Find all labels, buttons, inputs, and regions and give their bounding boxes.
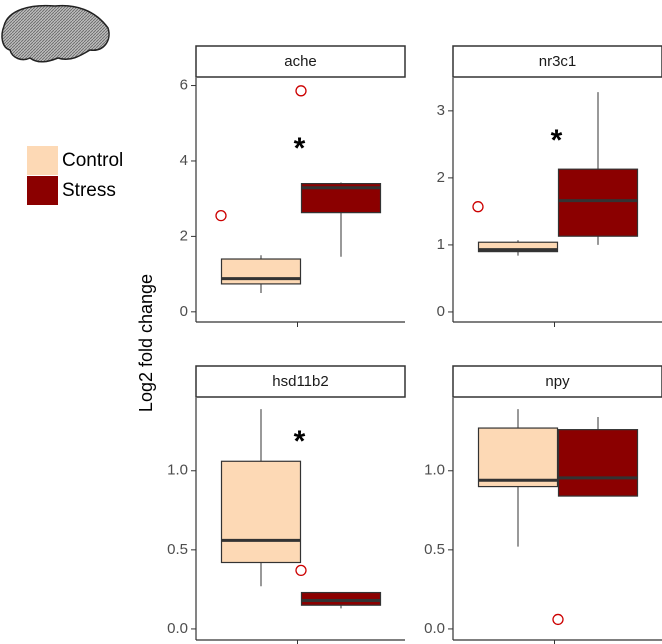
y-axis-label: Log2 fold change bbox=[136, 274, 156, 412]
y-tick-label: 1.0 bbox=[424, 462, 445, 479]
y-tick-label: 3 bbox=[437, 102, 445, 119]
strip bbox=[195, 365, 406, 398]
outlier bbox=[295, 85, 307, 97]
legend: Control Stress bbox=[27, 146, 123, 205]
y-tick-label: 6 bbox=[180, 77, 188, 94]
strip bbox=[195, 45, 406, 78]
box bbox=[557, 168, 639, 237]
legend-swatch bbox=[27, 146, 58, 175]
outlier bbox=[552, 613, 564, 626]
outlier bbox=[295, 564, 307, 577]
legend-label: Stress bbox=[62, 180, 116, 201]
strip bbox=[452, 365, 662, 398]
y-tick-label: 0.0 bbox=[424, 620, 445, 637]
panel-title: ache bbox=[284, 53, 317, 70]
outlier bbox=[215, 210, 227, 222]
panel-title: npy bbox=[545, 373, 570, 390]
y-tick-label: 4 bbox=[180, 152, 188, 169]
outlier bbox=[472, 201, 484, 213]
y-tick-label: 0 bbox=[180, 303, 188, 320]
box bbox=[220, 258, 302, 285]
box bbox=[220, 460, 302, 564]
legend-swatch bbox=[27, 176, 58, 205]
legend-label: Control bbox=[62, 150, 123, 171]
box bbox=[557, 429, 639, 497]
y-tick-label: 2 bbox=[180, 227, 188, 244]
box bbox=[300, 591, 382, 606]
annotation: * bbox=[294, 425, 306, 458]
box bbox=[477, 241, 559, 253]
strip bbox=[452, 45, 662, 78]
fish-icon bbox=[1, 4, 110, 63]
y-tick-label: 1 bbox=[437, 236, 445, 253]
box bbox=[477, 427, 559, 488]
annotation: * bbox=[294, 132, 306, 165]
y-tick-label: 0.5 bbox=[167, 541, 188, 558]
y-tick-label: 0 bbox=[437, 303, 445, 320]
panel-title: hsd11b2 bbox=[272, 373, 328, 390]
annotation: * bbox=[551, 124, 563, 157]
y-tick-label: 0.5 bbox=[424, 541, 445, 558]
y-tick-label: 1.0 bbox=[167, 462, 188, 479]
y-tick-label: 2 bbox=[437, 169, 445, 186]
panel-title: nr3c1 bbox=[539, 53, 577, 70]
y-tick-label: 0.0 bbox=[167, 620, 188, 637]
